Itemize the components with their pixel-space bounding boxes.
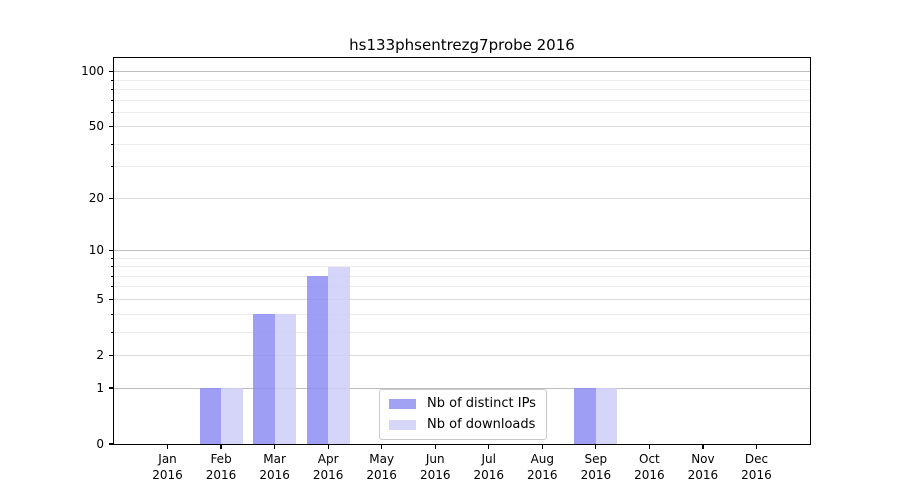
bar-distinct-ips-feb — [199, 388, 222, 444]
y-tick-1 — [108, 387, 114, 389]
y-tick-label-10: 10 — [88, 243, 104, 257]
x-tick-label-apr: Apr 2016 — [312, 452, 344, 482]
gridline-10 — [114, 250, 810, 251]
y-minortick-8 — [111, 266, 114, 268]
legend: Nb of distinct IPs Nb of downloads — [379, 389, 547, 440]
bar-distinct-ips-mar — [253, 314, 275, 444]
gridline-30 — [114, 166, 810, 168]
y-minortick-80 — [111, 88, 114, 90]
x-tick-label-feb: Feb 2016 — [205, 452, 237, 482]
y-minortick-3 — [111, 331, 114, 333]
y-minortick-60 — [111, 111, 114, 113]
x-tick-apr — [327, 444, 329, 449]
bar-downloads-apr — [328, 266, 350, 444]
gridline-90 — [114, 79, 810, 81]
x-tick-aug — [541, 444, 543, 449]
y-tick-10 — [108, 249, 114, 252]
bar-downloads-mar — [274, 314, 297, 444]
y-tick-2 — [108, 354, 114, 356]
x-tick-label-aug: Aug 2016 — [527, 452, 558, 482]
x-tick-label-may: May 2016 — [366, 452, 397, 482]
y-minortick-4 — [111, 313, 114, 315]
gridline-6 — [114, 286, 810, 288]
plot-area — [112, 57, 812, 446]
x-tick-feb — [220, 444, 222, 449]
gridline-60 — [114, 111, 810, 113]
x-tick-jan — [166, 444, 169, 449]
x-tick-label-jan: Jan 2016 — [152, 452, 183, 482]
y-tick-20 — [108, 197, 114, 199]
y-tick-label-0: 0 — [96, 436, 104, 451]
x-tick-label-mar: Mar 2016 — [259, 452, 290, 482]
x-tick-mar — [274, 444, 276, 449]
y-tick-100 — [108, 70, 114, 73]
legend-item-distinct-ips: Nb of distinct IPs — [389, 396, 536, 411]
x-tick-label-nov: Nov 2016 — [687, 452, 719, 482]
chart-title: hs133phsentrezg7probe 2016 — [349, 36, 575, 54]
x-tick-oct — [648, 444, 650, 449]
bar-downloads-sep — [595, 388, 618, 444]
x-tick-label-jul: Jul 2016 — [473, 452, 505, 482]
y-minortick-6 — [111, 286, 114, 288]
x-tick-may — [381, 444, 383, 449]
x-tick-label-jun: Jun 2016 — [419, 452, 451, 482]
y-minortick-30 — [111, 166, 114, 168]
y-tick-label-50: 50 — [88, 119, 104, 134]
y-tick-50 — [108, 126, 114, 128]
y-tick-label-5: 5 — [96, 291, 104, 306]
y-tick-5 — [108, 298, 114, 300]
y-tick-label-1: 1 — [96, 380, 104, 395]
gridline-80 — [114, 88, 810, 90]
y-minortick-70 — [111, 99, 114, 101]
legend-item-downloads: Nb of downloads — [389, 417, 536, 432]
y-tick-label-2: 2 — [96, 347, 104, 362]
gridline-1 — [114, 387, 810, 389]
y-tick-0 — [108, 443, 114, 445]
gridline-70 — [114, 99, 810, 101]
y-minortick-9 — [111, 257, 114, 259]
gridline-40 — [114, 143, 810, 145]
gridline-2 — [114, 354, 810, 356]
x-tick-sep — [595, 444, 597, 449]
gridline-100 — [114, 71, 810, 73]
y-tick-label-100: 100 — [81, 64, 104, 79]
legend-label-downloads: Nb of downloads — [427, 417, 536, 432]
bar-distinct-ips-sep — [574, 388, 596, 444]
bar-downloads-feb — [221, 388, 243, 444]
y-minortick-7 — [111, 275, 114, 277]
gridline-50 — [114, 126, 810, 128]
gridline-4 — [114, 313, 810, 315]
legend-swatch-downloads — [389, 419, 416, 430]
x-tick-label-oct: Oct 2016 — [634, 452, 665, 482]
gridline-8 — [114, 266, 810, 268]
x-tick-dec — [755, 444, 758, 449]
bar-distinct-ips-apr — [306, 276, 329, 444]
x-tick-jun — [434, 444, 436, 449]
y-tick-label-20: 20 — [88, 190, 104, 205]
gridline-5 — [114, 298, 810, 300]
x-tick-jul — [488, 444, 490, 449]
y-minortick-90 — [111, 79, 114, 81]
legend-swatch-distinct-ips — [389, 398, 416, 409]
x-tick-label-sep: Sep 2016 — [580, 452, 612, 482]
y-minortick-40 — [111, 143, 114, 145]
gridline-3 — [114, 331, 810, 333]
gridline-20 — [114, 197, 810, 199]
x-tick-label-dec: Dec 2016 — [741, 452, 772, 482]
gridline-7 — [114, 275, 810, 277]
gridline-9 — [114, 257, 810, 259]
legend-label-distinct-ips: Nb of distinct IPs — [427, 396, 536, 411]
x-tick-nov — [702, 444, 704, 449]
